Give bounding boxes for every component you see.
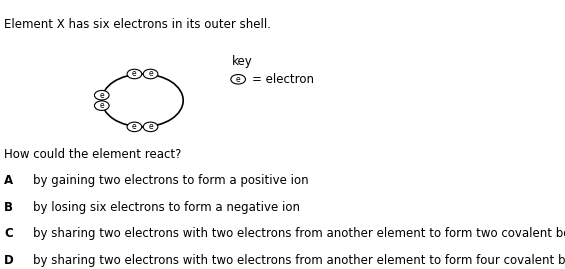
Text: e: e bbox=[99, 101, 104, 110]
Text: Element X has six electrons in its outer shell.: Element X has six electrons in its outer… bbox=[4, 19, 271, 31]
Text: How could the element react?: How could the element react? bbox=[4, 148, 181, 161]
Text: by sharing two electrons with two electrons from another element to form two cov: by sharing two electrons with two electr… bbox=[33, 227, 565, 240]
Text: e: e bbox=[148, 69, 153, 79]
Circle shape bbox=[231, 75, 245, 84]
Text: by sharing two electrons with two electrons from another element to form four co: by sharing two electrons with two electr… bbox=[33, 254, 565, 267]
Circle shape bbox=[143, 69, 158, 79]
Text: D: D bbox=[4, 254, 14, 267]
Text: e: e bbox=[236, 75, 241, 84]
Text: e: e bbox=[132, 122, 137, 131]
Circle shape bbox=[94, 101, 109, 110]
Text: B: B bbox=[4, 201, 13, 214]
Circle shape bbox=[127, 122, 142, 132]
Text: C: C bbox=[4, 227, 13, 240]
Circle shape bbox=[143, 122, 158, 132]
Text: by gaining two electrons to form a positive ion: by gaining two electrons to form a posit… bbox=[33, 174, 308, 187]
Text: e: e bbox=[148, 122, 153, 131]
Text: A: A bbox=[4, 174, 13, 187]
Text: by losing six electrons to form a negative ion: by losing six electrons to form a negati… bbox=[33, 201, 299, 214]
Text: key: key bbox=[232, 55, 253, 69]
Text: e: e bbox=[132, 69, 137, 79]
Circle shape bbox=[127, 69, 142, 79]
Text: e: e bbox=[99, 91, 104, 100]
Text: = electron: = electron bbox=[251, 73, 314, 86]
Circle shape bbox=[94, 90, 109, 100]
